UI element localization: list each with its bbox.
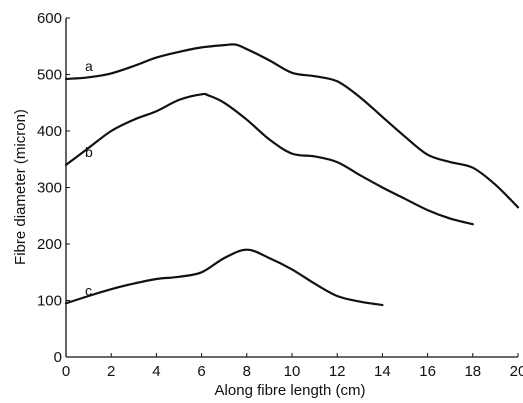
series-line-c [64,248,384,307]
y-tick-label: 500 [37,67,62,84]
y-tick-label: 200 [37,236,62,253]
x-tick-label: 12 [329,363,346,380]
series-lines [64,43,520,307]
x-tick-label: 6 [197,363,205,380]
x-tick-label: 10 [284,363,301,380]
series-line-a [64,43,520,209]
x-tick-label: 16 [419,363,436,380]
x-tick-label: 14 [374,363,391,380]
x-tick-label: 8 [243,363,251,380]
x-tick-label: 4 [152,363,160,380]
x-tick-label: 2 [107,363,115,380]
series-line-b [64,92,474,226]
series-label-a: a [85,58,93,74]
y-tick-label: 600 [37,10,62,27]
series-labels: a b c [85,58,93,298]
y-tick-label: 100 [37,293,62,310]
x-tick-label: 18 [464,363,481,380]
series-label-b: b [85,144,93,160]
series-label-c: c [85,282,92,298]
y-axis-label: Fibre diameter (micron) [12,109,29,265]
y-ticks: 0 100 200 300 400 500 600 [37,10,70,366]
x-ticks: 0 2 4 6 8 10 12 14 16 18 20 [62,353,523,380]
y-tick-label: 0 [54,349,62,366]
x-axis-label: Along fibre length (cm) [215,382,366,399]
y-tick-label: 300 [37,180,62,197]
axes [65,18,518,358]
x-tick-label: 20 [510,363,523,380]
y-tick-label: 400 [37,123,62,140]
x-tick-label: 0 [62,363,70,380]
